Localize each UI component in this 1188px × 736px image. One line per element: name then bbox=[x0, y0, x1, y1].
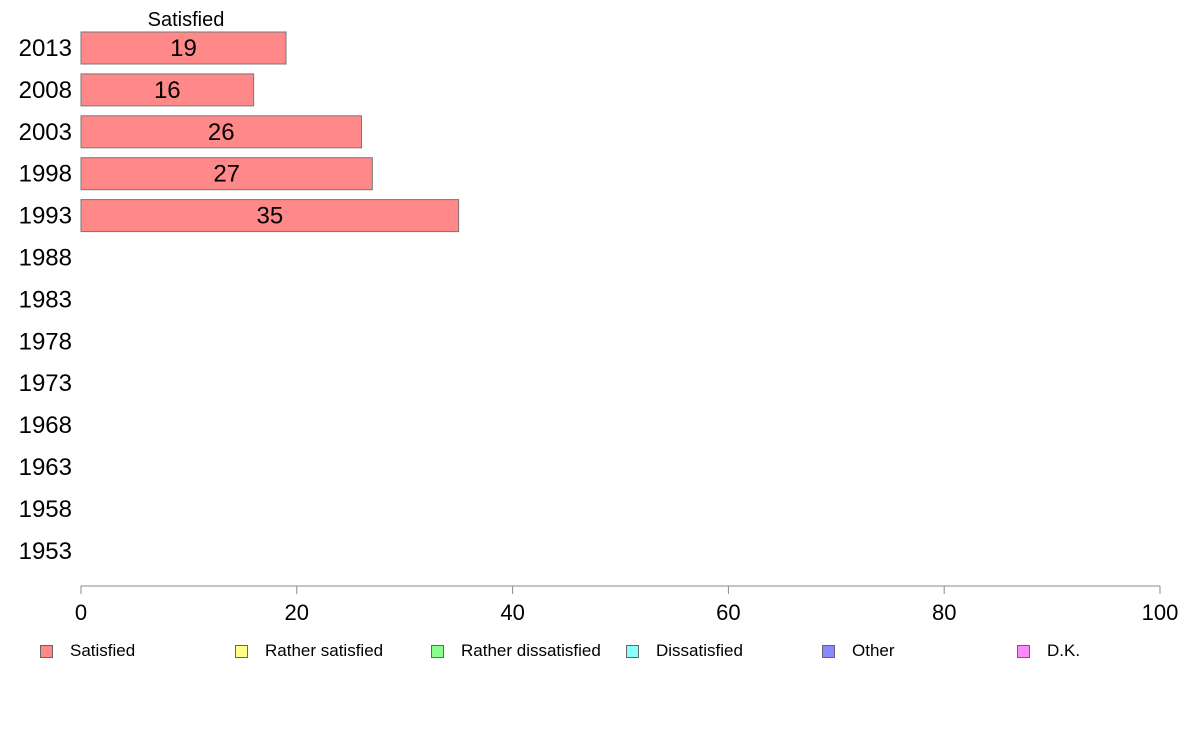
bar-satisfied-2008 bbox=[80, 73, 255, 107]
year-label: 1978 bbox=[19, 328, 72, 355]
legend-swatch bbox=[235, 644, 248, 658]
legend-label: Rather dissatisfied bbox=[461, 641, 601, 660]
bar-value-label: 27 bbox=[213, 161, 240, 188]
legend-swatch bbox=[626, 644, 639, 658]
bars bbox=[80, 31, 460, 233]
year-label: 1993 bbox=[19, 203, 72, 230]
legend-item-other: Other bbox=[822, 636, 895, 666]
year-label: 1958 bbox=[19, 496, 72, 523]
legend-label: D.K. bbox=[1047, 641, 1081, 660]
x-axis: 0 20 40 60 80 100 bbox=[75, 585, 1179, 625]
year-label: 2008 bbox=[19, 77, 72, 104]
x-tick-label: 0 bbox=[75, 600, 87, 625]
bar-satisfied-1993 bbox=[80, 199, 460, 233]
year-label: 1968 bbox=[19, 412, 72, 439]
year-label: 2003 bbox=[19, 119, 72, 146]
x-tick-label: 100 bbox=[1142, 600, 1179, 625]
year-label: 2013 bbox=[19, 35, 72, 62]
legend-label: Dissatisfied bbox=[656, 641, 743, 660]
year-label: 1973 bbox=[19, 370, 72, 397]
legend-label: Rather satisfied bbox=[265, 641, 384, 660]
legend-item-dk: D.K. bbox=[1017, 636, 1080, 666]
legend-swatch bbox=[822, 644, 835, 658]
legend-item-rather-dissatisfied: Rather dissatisfied bbox=[431, 636, 601, 666]
x-tick-label: 60 bbox=[716, 600, 740, 625]
bar-value-label: 19 bbox=[170, 35, 197, 62]
bar-value-label: 35 bbox=[256, 203, 283, 230]
year-labels: 2013 2008 2003 1998 1993 1988 1983 1978 1973 1968… bbox=[19, 35, 72, 565]
legend-label: Other bbox=[852, 641, 895, 660]
year-label: 1963 bbox=[19, 454, 72, 481]
legend-swatch bbox=[40, 644, 53, 658]
bar-value-label: 26 bbox=[208, 119, 235, 146]
bar-value-label: 16 bbox=[154, 77, 181, 104]
year-label: 1988 bbox=[19, 245, 72, 272]
year-label: 1983 bbox=[19, 286, 72, 313]
bar-satisfied-2003 bbox=[80, 115, 363, 149]
year-label: 1998 bbox=[19, 161, 72, 188]
x-tick-label: 80 bbox=[932, 600, 956, 625]
legend-swatch bbox=[1017, 644, 1030, 658]
legend: Satisfied Rather satisfied Rather dissat… bbox=[0, 636, 1188, 666]
legend-item-rather-satisfied: Rather satisfied bbox=[235, 636, 383, 666]
bar-value-labels: 19 16 26 27 35 bbox=[154, 35, 283, 230]
legend-item-satisfied: Satisfied bbox=[40, 636, 135, 666]
legend-label: Satisfied bbox=[70, 641, 136, 660]
series-header-label: Satisfied bbox=[148, 9, 225, 31]
legend-swatch bbox=[431, 644, 444, 658]
bar-satisfied-1998 bbox=[80, 157, 373, 191]
x-tick-label: 20 bbox=[285, 600, 309, 625]
legend-item-dissatisfied: Dissatisfied bbox=[626, 636, 743, 666]
bar-satisfied-2013 bbox=[80, 31, 287, 65]
x-tick-label: 40 bbox=[500, 600, 524, 625]
year-label: 1953 bbox=[19, 538, 72, 565]
